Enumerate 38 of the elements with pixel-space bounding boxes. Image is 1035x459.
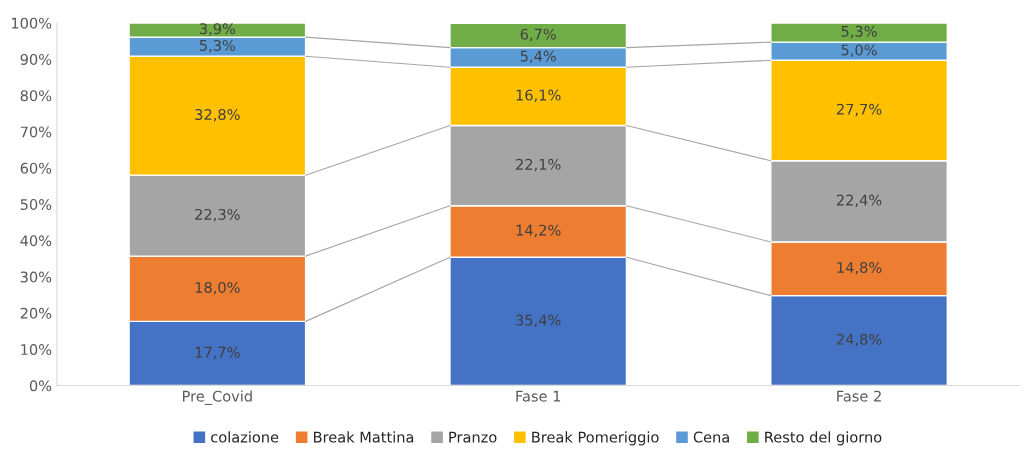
data-label: 35,4% (516, 314, 561, 328)
data-label: 5,3% (199, 39, 236, 53)
x-tick-label: Pre_Covid (183, 390, 252, 405)
y-tick-label: 30% (20, 271, 52, 283)
legend-label: Resto del giorno (765, 431, 882, 446)
data-label: 22,4% (836, 194, 882, 208)
y-tick-label: 90% (20, 53, 52, 65)
y-tick-label: 100% (11, 17, 52, 29)
data-label: 27,7% (836, 103, 882, 117)
legend-label: Cena (693, 431, 729, 443)
legend-label: Break Mattina (314, 431, 414, 443)
y-tick-label: 40% (20, 235, 52, 247)
data-label: 17,7% (195, 346, 240, 360)
data-label: 18,0% (195, 281, 240, 295)
data-label: 22,3% (195, 208, 240, 222)
legend-label: colazione (211, 431, 279, 443)
legend-label: Pranzo (449, 431, 497, 443)
data-label: 3,9% (199, 23, 236, 36)
data-label: 14,8% (837, 262, 882, 275)
data-label: 16,1% (516, 89, 561, 103)
y-tick-label: 10% (21, 344, 52, 356)
data-label: 32,8% (195, 108, 240, 122)
x-tick-label: Fase 2 (837, 390, 881, 402)
x-tick-label: Fase 1 (516, 390, 561, 402)
y-tick-label: 80% (20, 90, 52, 102)
y-tick-label: 20% (20, 307, 52, 319)
data-label: 24,8% (836, 333, 882, 347)
legend-label: Break Pomeriggio (532, 431, 659, 446)
y-tick-label: 50% (20, 198, 52, 210)
y-tick-label: 70% (20, 126, 52, 138)
data-label: 22,1% (516, 158, 561, 172)
data-label: 5,4% (520, 50, 556, 64)
data-label: 5,0% (841, 44, 877, 57)
data-label: 6,7% (520, 28, 556, 42)
data-label: 5,3% (841, 25, 877, 39)
y-tick-label: 60% (20, 162, 52, 174)
y-tick-label: 0% (29, 380, 52, 392)
data-label: 14,2% (516, 224, 561, 238)
